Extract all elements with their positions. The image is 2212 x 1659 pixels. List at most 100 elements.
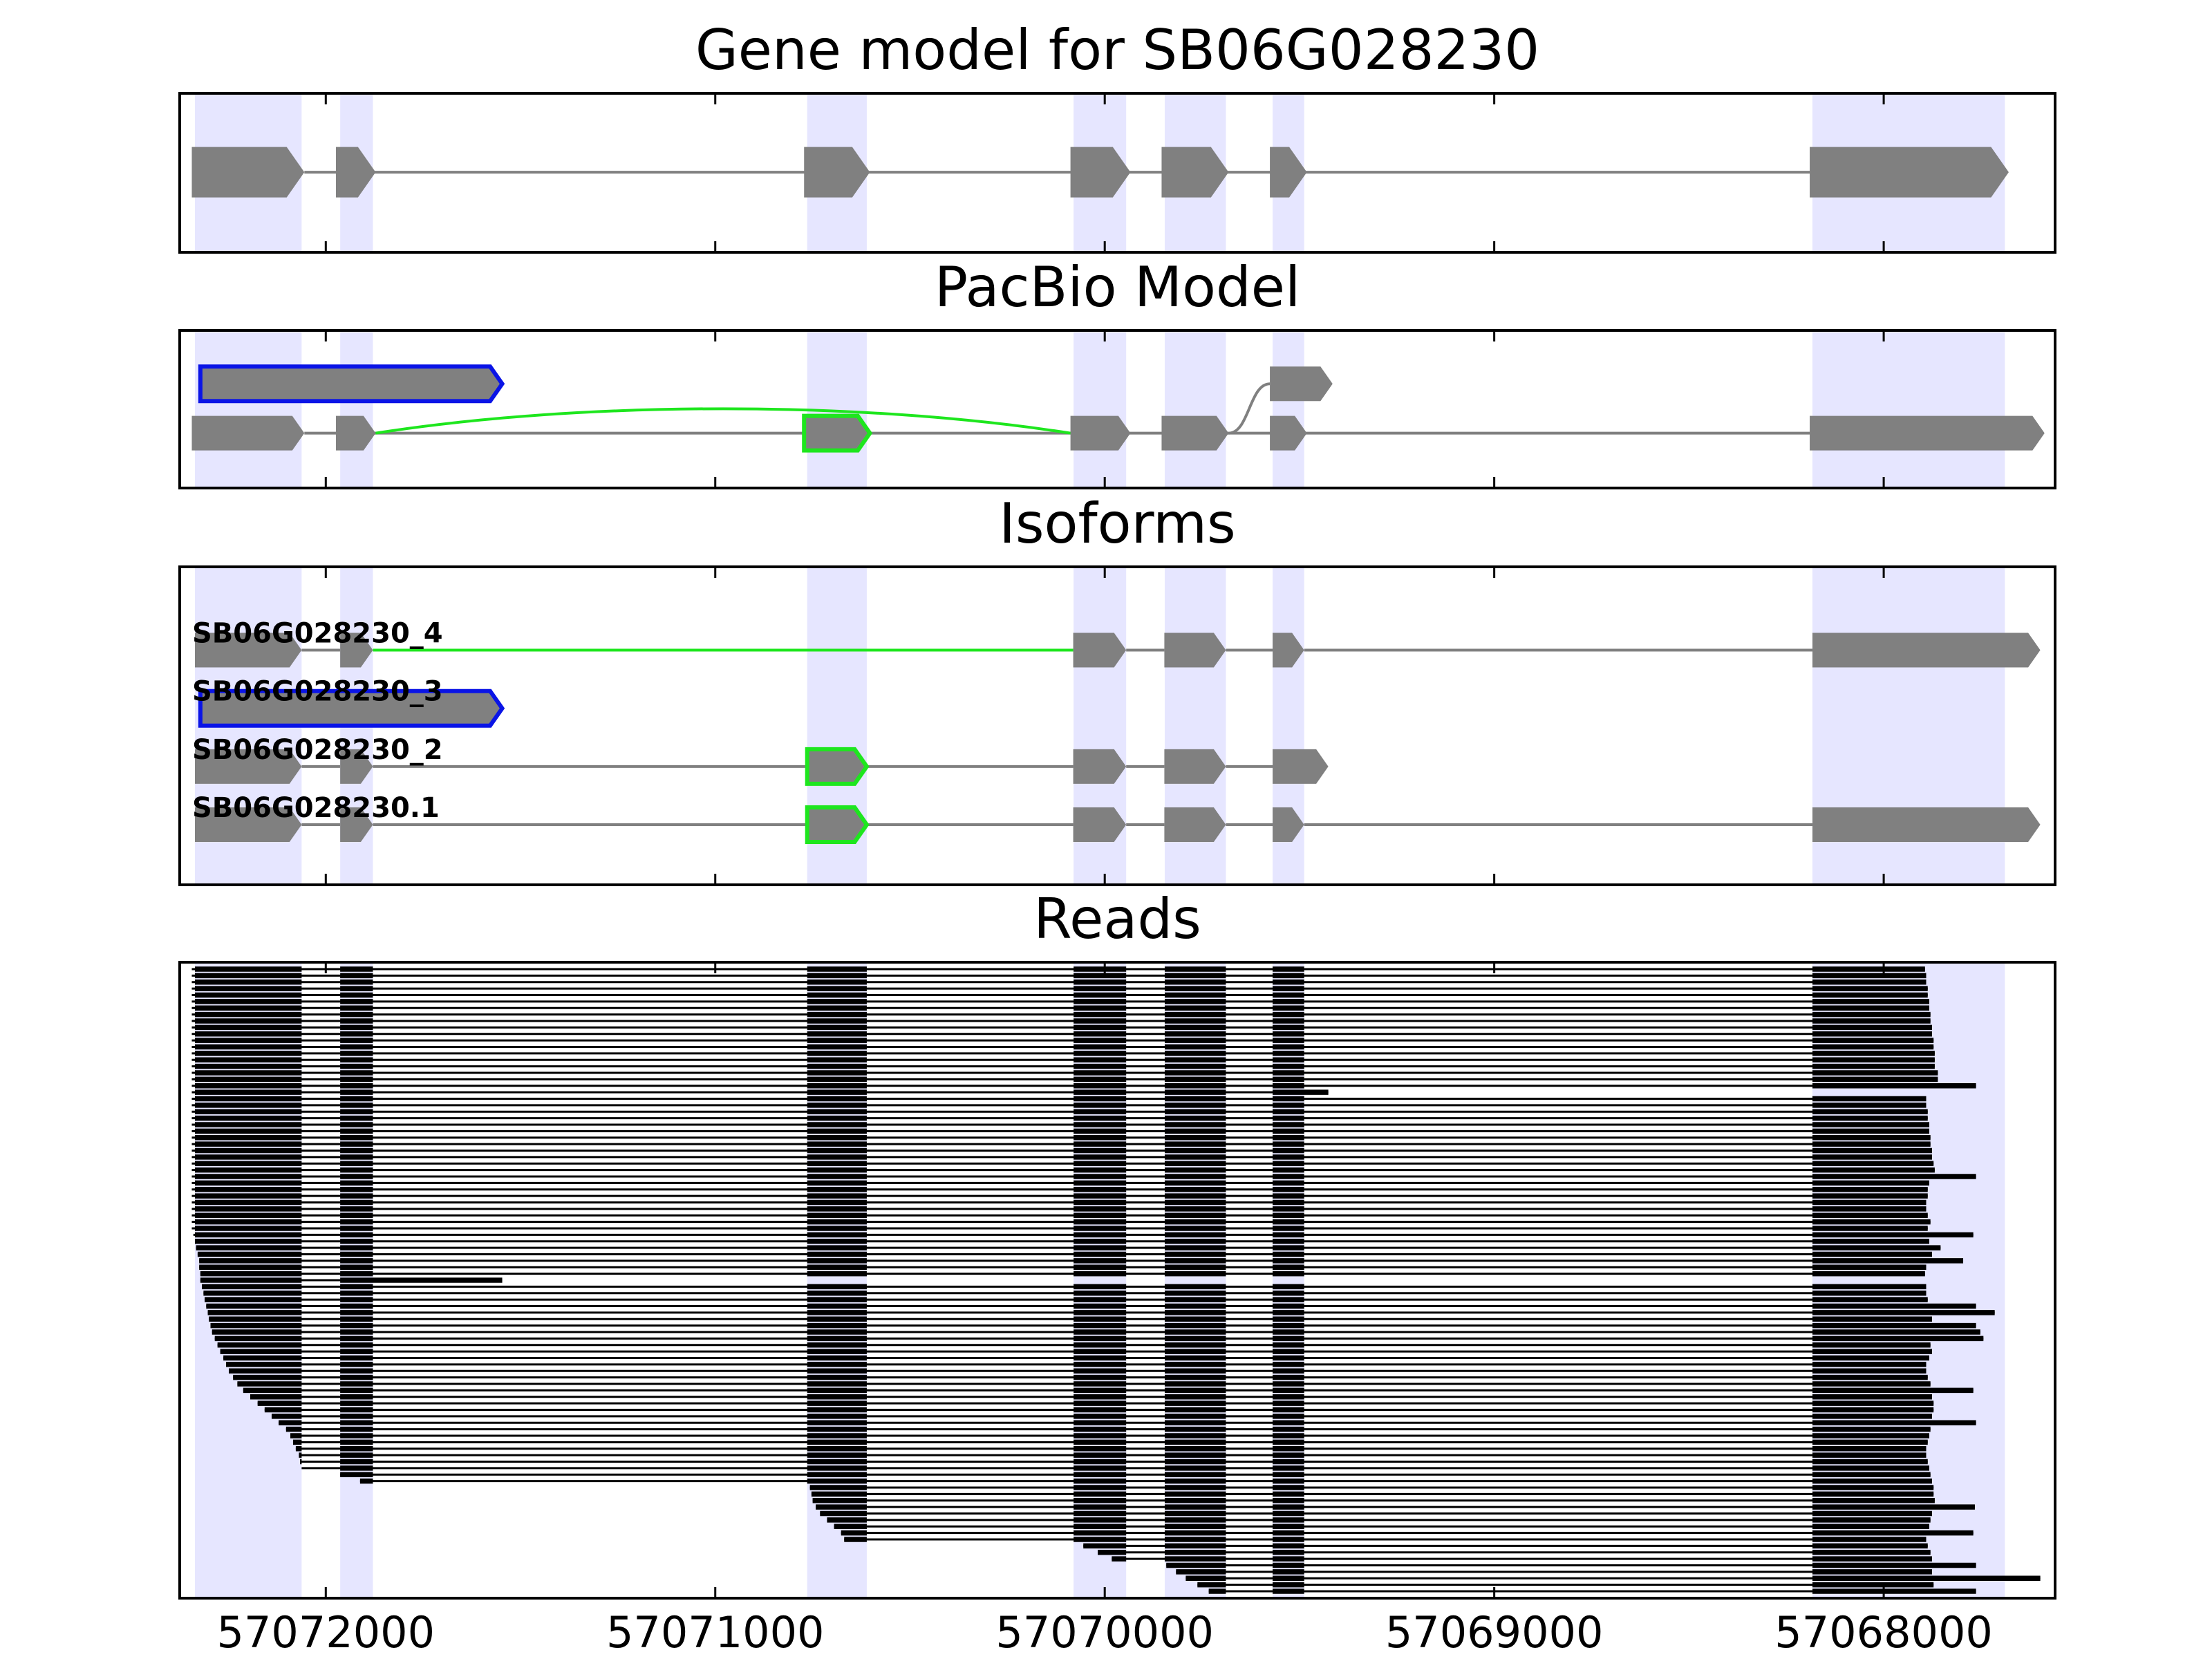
read-block xyxy=(807,1264,867,1270)
read-block xyxy=(807,992,867,998)
read-block xyxy=(194,1109,302,1114)
read-block xyxy=(340,1433,373,1438)
read-block xyxy=(807,986,867,991)
exon xyxy=(1270,147,1307,198)
read-block xyxy=(807,1063,867,1069)
read-block xyxy=(1273,1251,1304,1257)
exon xyxy=(1164,807,1226,843)
read-block xyxy=(340,1180,373,1186)
read-block xyxy=(1074,1245,1127,1250)
read-block xyxy=(1812,1362,1927,1367)
read-block xyxy=(1273,1316,1304,1322)
read-block xyxy=(1812,1556,1932,1562)
read-block xyxy=(1074,1128,1127,1134)
x-tick-label: 57071000 xyxy=(606,1607,825,1658)
read-block xyxy=(1164,1239,1226,1244)
read-block xyxy=(1164,1264,1226,1270)
x-tick-label: 57070000 xyxy=(995,1607,1214,1658)
read-block xyxy=(1812,1297,1928,1302)
read-block xyxy=(340,1355,373,1361)
read-block xyxy=(1273,973,1304,979)
read-block xyxy=(1074,1465,1127,1471)
read-block xyxy=(1074,1147,1127,1154)
read-block xyxy=(1074,1517,1127,1523)
read-block xyxy=(1074,1537,1127,1542)
read-block xyxy=(1273,1226,1304,1231)
read-block xyxy=(1164,1018,1226,1024)
read-block xyxy=(1812,1420,1976,1425)
read-block xyxy=(340,1368,373,1374)
read-block xyxy=(1273,1063,1304,1069)
read-block xyxy=(1164,1161,1226,1166)
read-block xyxy=(1164,1291,1226,1296)
read-block xyxy=(228,1368,302,1374)
read-block xyxy=(1164,1329,1226,1335)
read-block xyxy=(340,1154,373,1160)
read-block xyxy=(811,1491,867,1497)
read-block xyxy=(1098,1550,1127,1555)
read-block xyxy=(1164,966,1226,972)
read-block xyxy=(1164,1103,1226,1108)
read-block xyxy=(194,1122,302,1127)
read-block xyxy=(1074,1472,1127,1477)
read-block xyxy=(1074,1018,1127,1024)
read-block xyxy=(1273,1556,1304,1562)
x-tick-label: 57069000 xyxy=(1385,1607,1604,1658)
read-block xyxy=(1164,1465,1226,1471)
read-block xyxy=(1273,1199,1304,1206)
read-block xyxy=(194,1076,302,1082)
read-block xyxy=(807,1161,867,1166)
read-block xyxy=(194,1154,302,1160)
read-block xyxy=(807,1374,867,1380)
read-block xyxy=(1273,1005,1304,1011)
read-block xyxy=(1164,1426,1226,1432)
link-line xyxy=(375,407,1071,435)
read-block xyxy=(340,1096,373,1102)
read-block xyxy=(807,1239,867,1244)
read-block xyxy=(340,1109,373,1114)
read-block xyxy=(340,1038,373,1043)
read-block xyxy=(209,1316,302,1322)
read-block xyxy=(1273,1537,1304,1542)
read-block xyxy=(279,1420,302,1425)
read-block xyxy=(1273,1530,1304,1536)
read-block xyxy=(1273,1394,1304,1400)
exon xyxy=(194,749,302,784)
read-block xyxy=(1273,1070,1304,1076)
read-block xyxy=(1164,1076,1226,1082)
read-block xyxy=(807,1212,867,1218)
exon xyxy=(340,807,373,843)
read-block xyxy=(807,966,867,972)
read-block xyxy=(1273,992,1304,998)
read-block xyxy=(194,999,302,1004)
read-block xyxy=(1812,1322,1976,1329)
read-block xyxy=(194,1167,302,1173)
read-block xyxy=(1074,1291,1127,1296)
read-block xyxy=(1164,999,1226,1004)
read-block xyxy=(199,1258,302,1264)
exon xyxy=(194,807,302,843)
read-block xyxy=(1273,1135,1304,1141)
read-block xyxy=(1273,1089,1329,1095)
read-block xyxy=(1273,1141,1304,1147)
read-block xyxy=(1164,1057,1226,1062)
exon xyxy=(1810,415,2045,451)
read-block xyxy=(1074,1141,1127,1147)
read-block xyxy=(1164,1517,1226,1523)
read-block xyxy=(1273,1562,1304,1568)
read-block xyxy=(340,1018,373,1024)
read-block xyxy=(194,1031,302,1037)
exon xyxy=(805,747,870,786)
read-block xyxy=(1164,1226,1226,1231)
read-block xyxy=(194,992,302,998)
read-block xyxy=(340,1115,373,1121)
exon xyxy=(1070,415,1131,451)
read-block xyxy=(1812,1510,1932,1517)
read-block xyxy=(1164,1322,1226,1329)
read-block xyxy=(1074,1414,1127,1419)
panel-frame xyxy=(178,565,2056,886)
read-block xyxy=(340,1322,373,1329)
read-block xyxy=(1074,1174,1127,1179)
read-block xyxy=(1164,1335,1226,1342)
read-block xyxy=(1074,1271,1127,1277)
